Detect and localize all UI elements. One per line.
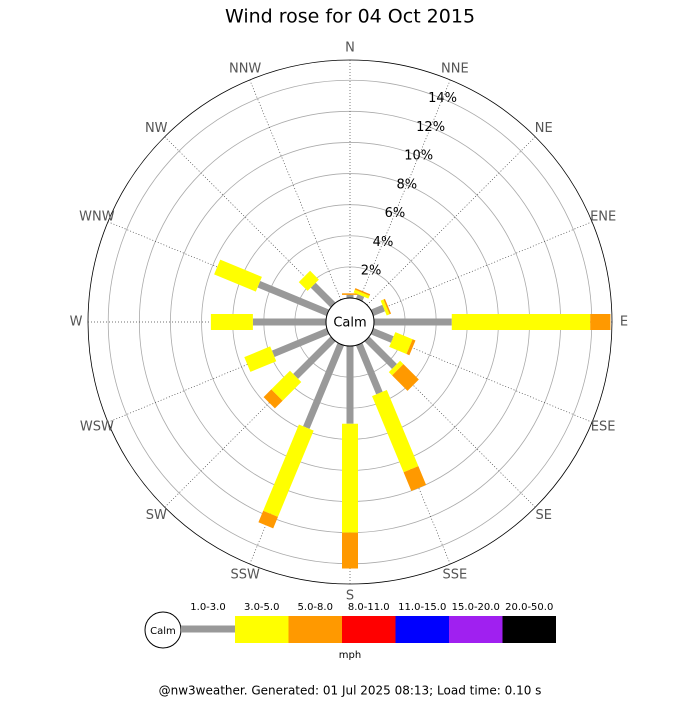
- rose-segment: [263, 424, 314, 517]
- direction-label: ESE: [591, 419, 616, 434]
- rose-segment: [388, 360, 404, 376]
- rose-segment: [271, 327, 330, 358]
- legend-swatch: [502, 616, 556, 643]
- rose-segment: [353, 289, 370, 299]
- rose-segment: [258, 510, 278, 529]
- r-tick-label: 8%: [396, 177, 417, 192]
- direction-label: SE: [536, 508, 552, 523]
- legend-label: 20.0-50.0: [505, 602, 553, 613]
- legend-swatch: [395, 616, 449, 643]
- r-tick-label: 4%: [373, 235, 394, 250]
- r-tick-label: 12%: [416, 120, 445, 135]
- rose-segment: [355, 294, 365, 302]
- legend-swatch: [342, 616, 396, 643]
- r-tick-label: 14%: [428, 91, 457, 106]
- footer: @nw3weather. Generated: 01 Jul 2025 08:1…: [159, 684, 542, 698]
- rose-segment: [392, 364, 419, 391]
- direction-label: E: [620, 315, 628, 330]
- direction-label: NNW: [229, 61, 261, 76]
- legend-label: 8.0-11.0: [348, 602, 390, 613]
- chart-title: Wind rose for 04 Oct 2015: [225, 6, 475, 28]
- spoke: [366, 136, 536, 306]
- legend-label: 3.0-5.0: [244, 602, 279, 613]
- rose-segment: [406, 339, 416, 356]
- r-tick-label: 10%: [404, 149, 433, 164]
- rose-segment: [370, 327, 394, 343]
- r-tick-label: 6%: [385, 206, 406, 221]
- rose-segment: [364, 336, 397, 369]
- direction-label: SSW: [230, 568, 260, 583]
- legend-swatch: [449, 616, 503, 643]
- rose-segment: [263, 389, 283, 409]
- direction-label: WNW: [79, 210, 115, 225]
- rose-segment: [293, 336, 336, 379]
- direction-label: NE: [535, 121, 553, 136]
- rose-segment: [271, 370, 302, 401]
- rose-segment: [298, 270, 319, 291]
- rose-segment: [380, 299, 390, 316]
- direction-label: ENE: [590, 210, 616, 225]
- rose-segment: [303, 342, 345, 429]
- rose-segment: [355, 342, 383, 395]
- spoke: [358, 79, 451, 300]
- direction-label: S: [346, 589, 354, 604]
- direction-label: SSE: [442, 568, 467, 583]
- rose-segment: [257, 281, 330, 317]
- direction-label: NNE: [441, 61, 469, 76]
- calm-label: Calm: [333, 316, 366, 331]
- rose-segment: [310, 282, 336, 308]
- rose-segment: [370, 304, 386, 317]
- direction-label: W: [70, 315, 83, 330]
- rose-segment: [389, 332, 413, 355]
- rose-segment: [354, 288, 371, 296]
- calm-circle: [325, 297, 375, 347]
- legend-label: 5.0-8.0: [298, 602, 333, 613]
- rose-segment: [244, 346, 277, 372]
- unit-label: mph: [339, 650, 361, 661]
- r-tick-label: 2%: [361, 264, 382, 279]
- spoke: [249, 79, 342, 300]
- direction-label: WSW: [80, 419, 114, 434]
- direction-label: SW: [146, 508, 167, 523]
- direction-label: N: [345, 41, 355, 56]
- rose-segment: [403, 466, 427, 491]
- legend-swatch: [288, 616, 342, 643]
- spoke: [372, 221, 593, 314]
- legend-label: 15.0-20.0: [452, 602, 500, 613]
- legend-label: 1.0-3.0: [190, 602, 225, 613]
- rose-segment: [214, 259, 262, 292]
- legend-label: 11.0-15.0: [398, 602, 446, 613]
- rose-segment: [372, 389, 419, 473]
- legend-calm-label: Calm: [150, 626, 176, 637]
- direction-label: NW: [145, 121, 168, 136]
- rose-segment: [383, 298, 392, 315]
- legend-swatch: [235, 616, 289, 643]
